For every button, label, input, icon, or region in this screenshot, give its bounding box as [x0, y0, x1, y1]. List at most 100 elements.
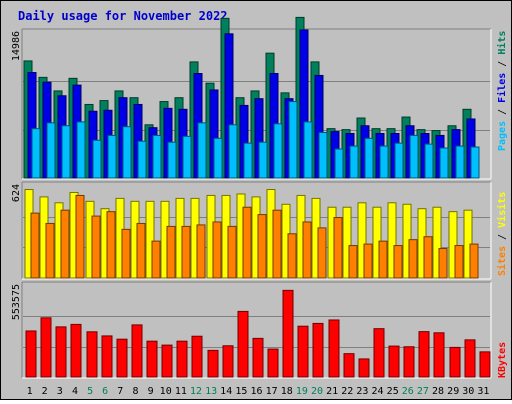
day-label-26: 26	[402, 386, 414, 397]
hits-bar-pages-22	[349, 145, 359, 179]
day-label-23: 23	[356, 386, 368, 397]
kbytes-panel: 553575	[11, 281, 492, 379]
visits-bar-visits-25	[387, 202, 397, 279]
visits-bar-sites-10	[166, 225, 176, 279]
visits-bar-sites-17	[272, 209, 282, 279]
kbytes-bar-kbytes-4	[70, 323, 82, 378]
kbytes-bar-kbytes-21	[328, 319, 340, 378]
kbytes-bar-kbytes-17	[267, 348, 279, 378]
visits-bar-visits-22	[342, 206, 352, 279]
day-label-12: 12	[190, 386, 202, 397]
hits-bar-pages-23	[364, 137, 374, 179]
visits-bar-sites-27	[423, 236, 433, 279]
kbytes-bar-kbytes-10	[161, 344, 173, 378]
kbytes-bar-kbytes-24	[373, 328, 385, 378]
hits-bar-pages-25	[394, 142, 404, 179]
visits-bar-sites-5	[91, 215, 101, 279]
hits-bar-pages-20	[318, 132, 328, 179]
legend-visits: Visits	[496, 192, 508, 228]
day-label-15: 15	[235, 386, 247, 397]
hits-bar-pages-7	[122, 126, 132, 179]
legend-separator: /	[497, 55, 508, 73]
visits-bar-sites-22	[348, 245, 358, 279]
day-label-11: 11	[175, 386, 187, 397]
day-label-2: 2	[42, 386, 48, 397]
kbytes-bar-kbytes-16	[252, 337, 264, 378]
kbytes-bar-kbytes-30	[464, 339, 476, 378]
visits-bar-sites-11	[181, 225, 191, 279]
hits-bar-pages-26	[409, 134, 419, 179]
visits-bar-sites-12	[196, 224, 206, 279]
hits-bar-pages-12	[197, 122, 207, 179]
hits-bar-pages-14	[228, 124, 238, 179]
day-label-31: 31	[477, 386, 489, 397]
visits-bar-sites-6	[106, 211, 116, 279]
day-label-3: 3	[57, 386, 63, 397]
kbytes-bar-kbytes-14	[222, 345, 234, 378]
visits-bar-sites-20	[317, 227, 327, 279]
hits-bar-pages-13	[213, 137, 223, 179]
kbytes-bar-kbytes-22	[343, 353, 355, 378]
day-label-20: 20	[311, 386, 323, 397]
hits-bar-pages-2	[46, 122, 56, 179]
kbytes-bar-kbytes-5	[86, 331, 98, 378]
hits-bar-pages-28	[439, 147, 449, 179]
hits-bar-pages-17	[273, 123, 283, 179]
day-label-5: 5	[87, 386, 93, 397]
day-label-28: 28	[432, 386, 444, 397]
hits-ymax-label: 14986	[11, 31, 22, 61]
visits-bar-sites-9	[151, 240, 161, 279]
visits-bar-sites-19	[302, 221, 312, 279]
visits-ymax-label: 624	[11, 184, 22, 202]
day-label-19: 19	[296, 386, 308, 397]
visits-bar-sites-30	[469, 243, 479, 279]
visits-bar-sites-25	[393, 245, 403, 279]
day-label-25: 25	[387, 386, 399, 397]
visits-panel: 624	[11, 181, 492, 280]
kbytes-bar-kbytes-3	[55, 326, 67, 378]
kbytes-bar-kbytes-31	[479, 351, 491, 378]
kbytes-bar-kbytes-28	[433, 332, 445, 378]
kbytes-ymax-label: 553575	[11, 284, 22, 320]
visits-bar-sites-7	[121, 228, 131, 279]
hits-bar-pages-3	[61, 125, 71, 179]
hits-bar-pages-24	[379, 145, 389, 179]
visits-bar-sites-24	[378, 240, 388, 279]
day-label-4: 4	[72, 386, 78, 397]
day-label-16: 16	[250, 386, 262, 397]
hits-bar-pages-27	[424, 143, 434, 179]
chart-title: Daily usage for November 2022	[18, 9, 228, 23]
kbytes-bar-kbytes-20	[312, 322, 324, 378]
day-label-10: 10	[160, 386, 172, 397]
kbytes-bar-kbytes-13	[207, 349, 219, 378]
day-label-27: 27	[417, 386, 429, 397]
visits-bar-visits-28	[432, 206, 442, 279]
hits-bar-pages-21	[334, 148, 344, 179]
hits-legend: Pages / Files / Hits	[496, 31, 508, 151]
visits-bar-visits-29	[448, 211, 458, 279]
hits-bar-pages-8	[137, 140, 147, 179]
kbytes-bar-kbytes-7	[116, 338, 128, 378]
kbytes-bar-kbytes-23	[358, 358, 370, 378]
day-label-21: 21	[326, 386, 338, 397]
kbytes-bar-kbytes-11	[176, 340, 188, 378]
day-label-13: 13	[205, 386, 217, 397]
visits-bar-sites-23	[363, 243, 373, 279]
visits-bar-sites-13	[212, 221, 222, 279]
hits-bar-pages-1	[31, 128, 41, 179]
visits-bar-visits-9	[145, 200, 155, 279]
day-label-30: 30	[462, 386, 474, 397]
visits-bar-sites-15	[242, 206, 252, 279]
hits-bar-pages-29	[455, 145, 465, 179]
legend-hits: Hits	[496, 31, 508, 55]
legend-files: Files	[496, 73, 508, 103]
kbytes-bar-kbytes-26	[403, 346, 415, 378]
kbytes-bar-kbytes-6	[101, 335, 113, 378]
hits-bar-pages-30	[470, 146, 480, 179]
day-label-8: 8	[132, 386, 138, 397]
visits-bar-sites-26	[408, 239, 418, 279]
day-label-29: 29	[447, 386, 459, 397]
day-label-7: 7	[117, 386, 123, 397]
kbytes-legend: KBytes	[497, 342, 508, 378]
